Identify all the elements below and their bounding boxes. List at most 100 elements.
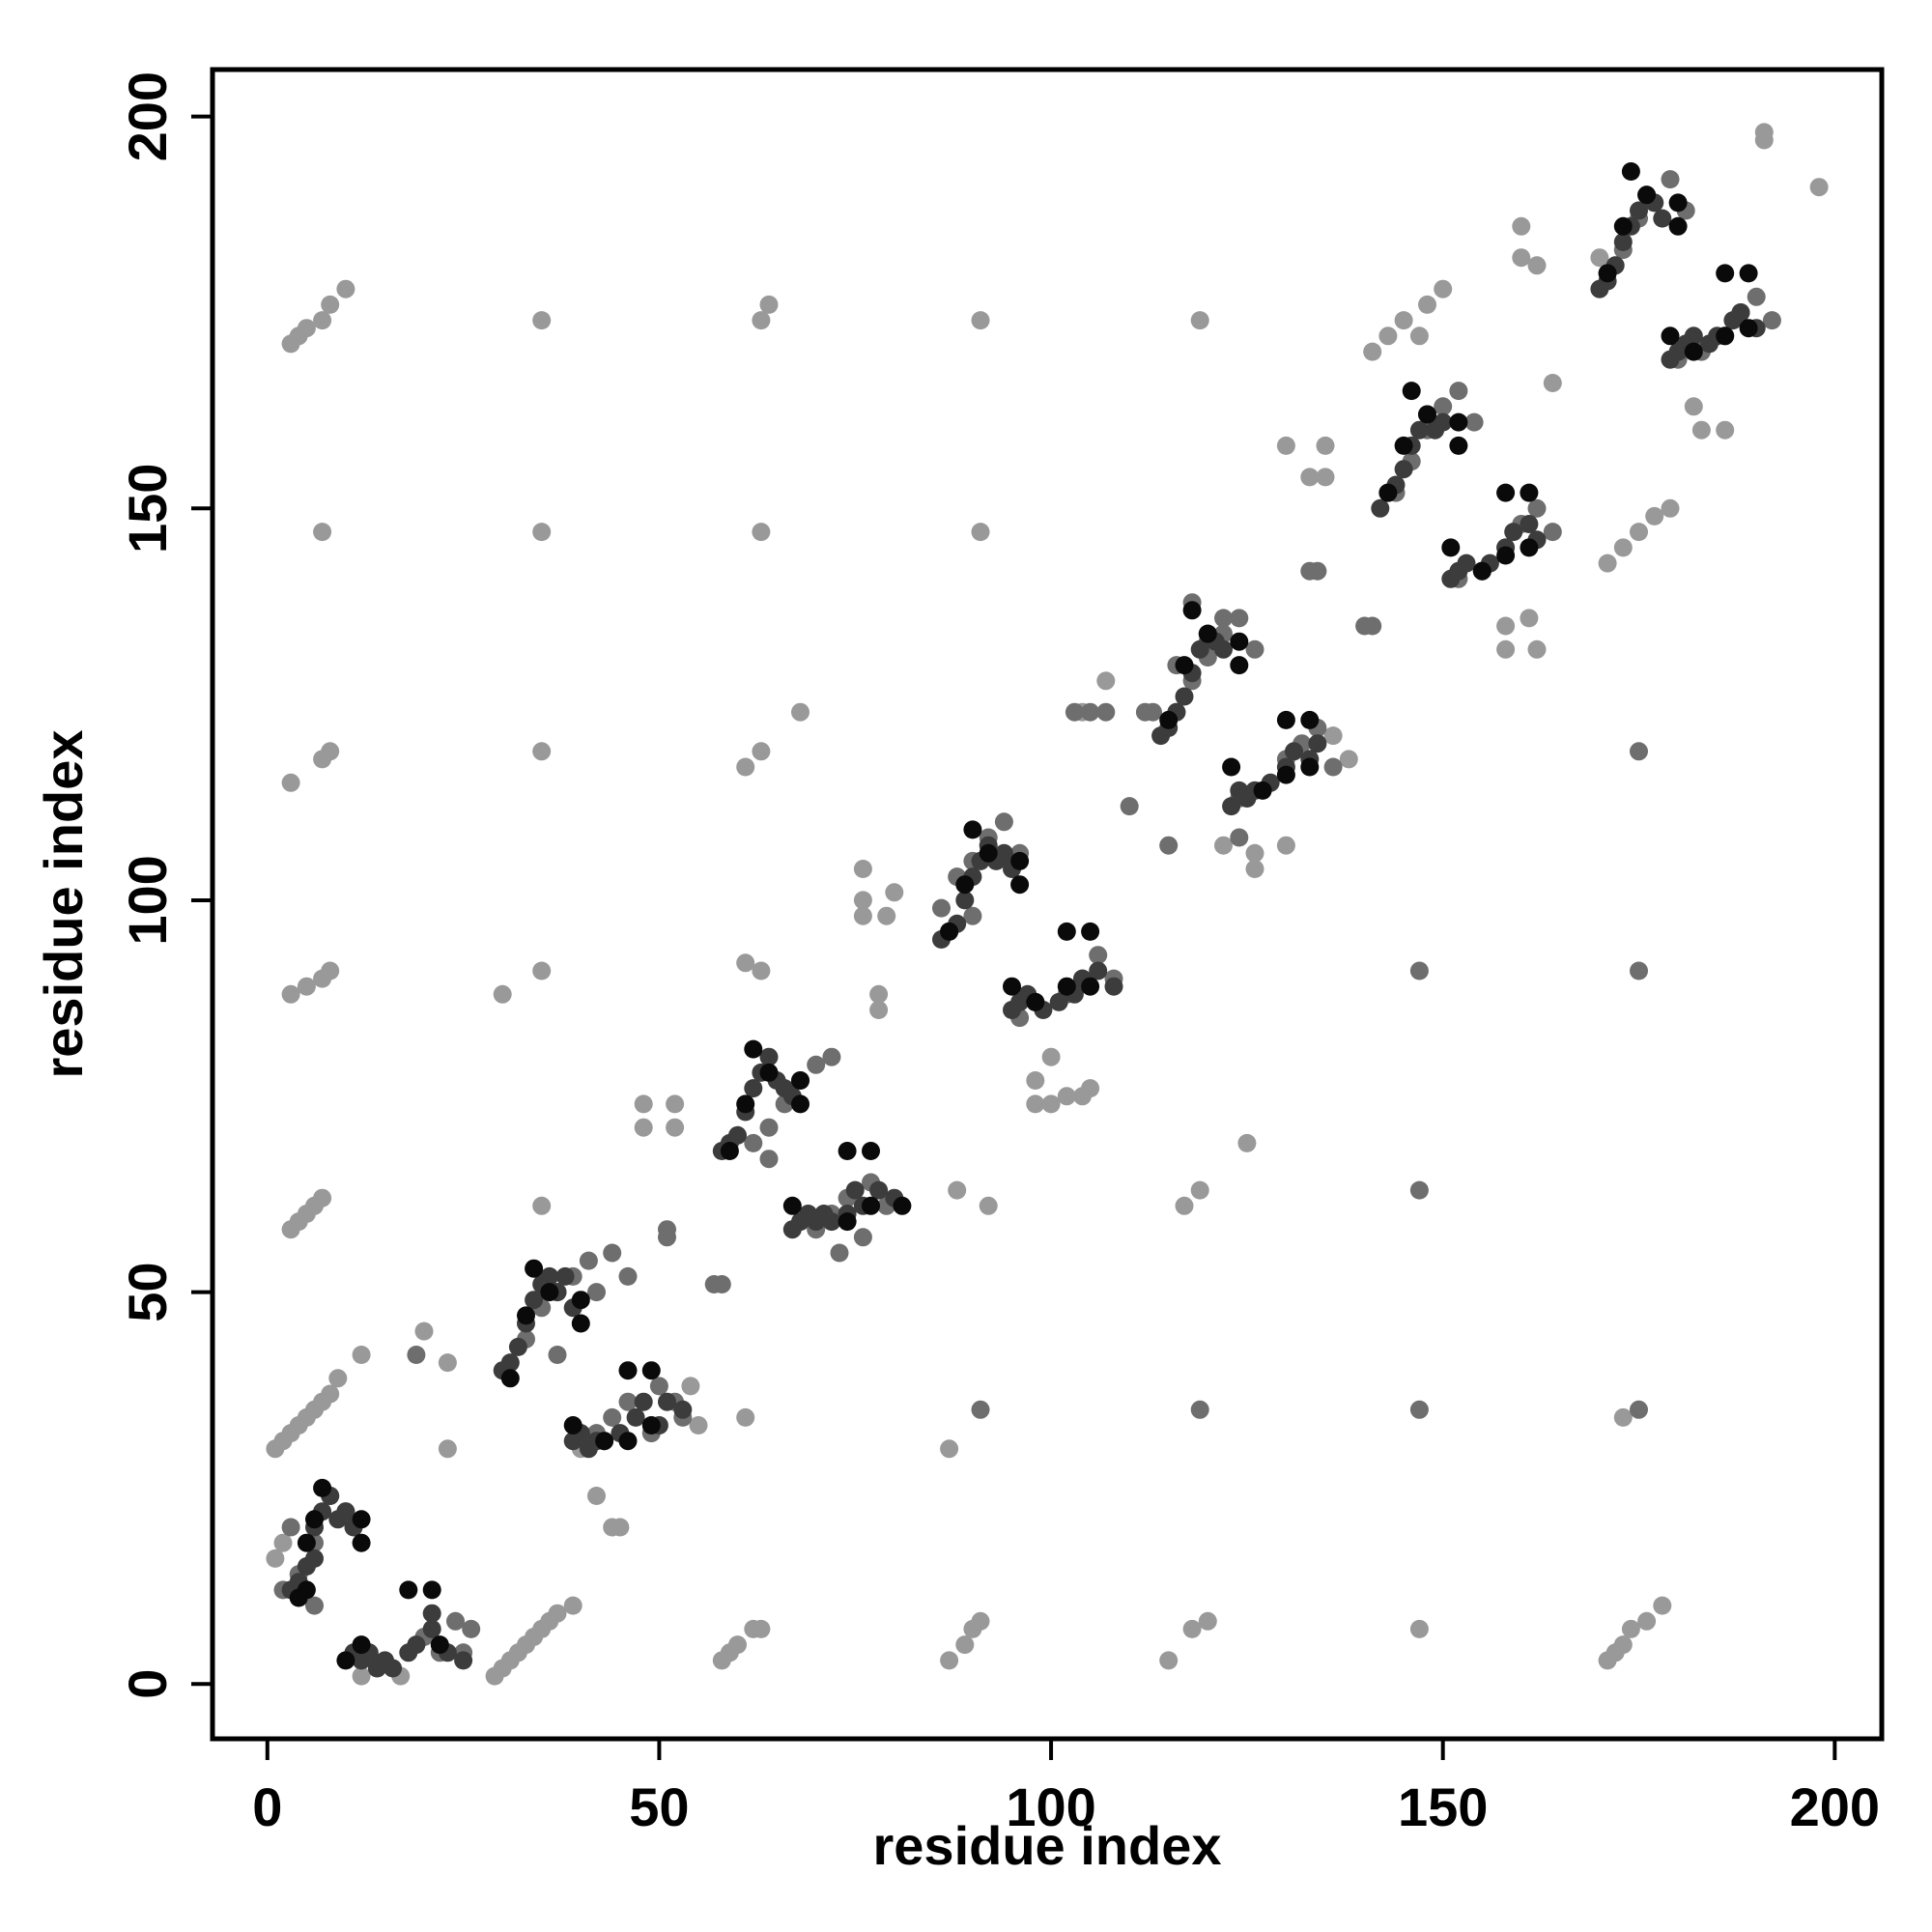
- y-tick-label: 100: [117, 855, 178, 945]
- data-point: [1512, 216, 1531, 236]
- data-point: [752, 311, 771, 330]
- data-point: [759, 295, 779, 314]
- data-point: [1159, 1651, 1179, 1670]
- data-point: [1245, 843, 1264, 863]
- data-point: [994, 843, 1013, 863]
- data-point: [1661, 170, 1680, 189]
- data-point: [1590, 248, 1609, 268]
- data-point: [955, 875, 975, 895]
- data-point: [649, 1377, 668, 1396]
- data-point: [1520, 483, 1539, 502]
- data-point: [1182, 1619, 1202, 1638]
- data-point: [736, 1094, 755, 1114]
- data-point: [525, 1259, 544, 1278]
- data-point: [1716, 264, 1735, 283]
- data-point: [1065, 702, 1084, 722]
- data-point: [1057, 922, 1076, 941]
- data-point: [1135, 702, 1154, 722]
- data-point: [1543, 374, 1562, 392]
- data-point: [877, 906, 896, 925]
- data-point: [1434, 279, 1453, 298]
- data-point: [853, 906, 872, 925]
- data-point: [1472, 561, 1492, 581]
- data-point: [1081, 702, 1100, 722]
- data-point: [305, 1548, 324, 1568]
- data-point: [845, 1180, 865, 1200]
- data-point: [1308, 561, 1327, 581]
- data-point: [838, 1142, 857, 1160]
- data-point: [1096, 671, 1116, 691]
- data-point: [862, 1196, 880, 1215]
- data-point: [618, 1432, 638, 1451]
- data-point: [955, 891, 975, 910]
- data-point: [1496, 616, 1516, 636]
- data-point: [744, 1039, 763, 1059]
- data-point: [728, 1635, 747, 1655]
- data-point: [352, 1666, 371, 1686]
- data-point: [1175, 1196, 1194, 1215]
- data-point: [759, 1047, 779, 1066]
- data-point: [1520, 609, 1539, 628]
- data-point: [1409, 327, 1429, 346]
- data-point: [321, 1384, 340, 1404]
- data-point: [1691, 420, 1711, 440]
- data-point: [305, 1596, 324, 1615]
- data-point: [1230, 632, 1249, 651]
- data-point: [1190, 1180, 1209, 1200]
- data-point: [752, 523, 771, 542]
- data-point: [634, 1118, 653, 1137]
- data-point: [759, 1118, 779, 1137]
- data-point: [414, 1321, 434, 1341]
- data-point: [807, 1055, 826, 1074]
- data-point: [446, 1611, 465, 1631]
- data-point: [1026, 1071, 1045, 1090]
- data-point: [1182, 601, 1202, 620]
- data-point: [1809, 178, 1829, 197]
- data-point: [658, 1220, 676, 1239]
- data-point: [1300, 757, 1320, 777]
- data-point: [532, 1196, 552, 1215]
- data-point: [1684, 327, 1703, 346]
- data-point: [681, 1377, 700, 1396]
- data-point: [1057, 977, 1076, 996]
- data-point: [407, 1346, 426, 1364]
- data-point: [532, 961, 552, 980]
- data-point: [548, 1346, 567, 1364]
- data-point: [1371, 498, 1390, 518]
- data-point: [720, 1142, 739, 1160]
- data-point: [1409, 1400, 1429, 1419]
- data-point: [791, 702, 810, 722]
- data-point: [603, 1407, 622, 1427]
- data-point: [744, 1079, 763, 1098]
- data-point: [1081, 1079, 1100, 1098]
- data-point: [1409, 961, 1429, 980]
- data-point: [791, 1094, 810, 1114]
- x-tick-label: 200: [1790, 1776, 1880, 1837]
- data-point: [1276, 836, 1295, 855]
- data-point: [1653, 1596, 1672, 1615]
- data-point: [1237, 1133, 1257, 1152]
- data-point: [971, 523, 990, 542]
- data-point: [869, 1001, 889, 1019]
- data-point: [963, 820, 982, 839]
- data-point: [1159, 710, 1179, 729]
- data-point: [1716, 327, 1735, 346]
- data-point: [1449, 382, 1468, 401]
- data-point: [1175, 687, 1194, 706]
- data-point: [1598, 554, 1617, 573]
- data-point: [532, 523, 552, 542]
- data-point: [352, 1346, 371, 1364]
- data-point: [563, 1416, 582, 1435]
- data-point: [1230, 609, 1249, 628]
- data-point: [1637, 1611, 1657, 1631]
- data-point: [1434, 397, 1453, 416]
- data-point: [1276, 765, 1295, 784]
- data-point: [1754, 123, 1774, 142]
- data-point: [932, 898, 951, 918]
- data-point: [1520, 538, 1539, 557]
- data-point: [618, 1392, 638, 1411]
- data-point: [352, 1533, 371, 1552]
- data-point: [579, 1251, 598, 1270]
- data-point: [626, 1407, 645, 1427]
